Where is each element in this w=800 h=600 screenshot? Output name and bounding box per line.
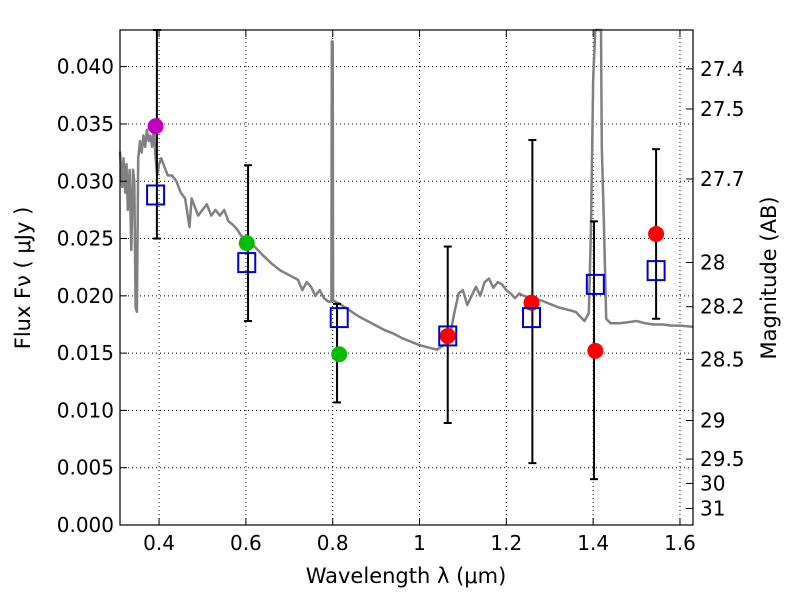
y-tick-label: 0.035: [57, 112, 114, 136]
model-photometry-point: [146, 184, 166, 206]
data-point: [147, 118, 164, 135]
data-point: [587, 342, 604, 359]
y2-tick-label: 28: [700, 251, 725, 275]
x-tick-label: 1.6: [664, 531, 696, 555]
y2-tick-label: 27.5: [700, 97, 745, 121]
model-photometry-point: [522, 307, 542, 329]
y2-tick-label: 28.5: [700, 347, 745, 371]
y2-tick-label: 30: [700, 471, 725, 495]
x-tick-label: 1.4: [577, 531, 609, 555]
y2-tick-label: 31: [700, 496, 725, 520]
y2-axis-title: Magnitude (AB): [757, 196, 781, 359]
x-tick-label: 1.2: [490, 531, 522, 555]
y-tick-label: 0.030: [57, 169, 114, 193]
errorbars-layer: [152, 29, 661, 481]
model-spectrum-line: [118, 28, 694, 351]
data-point: [238, 235, 255, 252]
y-tick-label: 0.015: [57, 341, 114, 365]
data-point: [331, 346, 348, 363]
data-point: [648, 225, 665, 242]
model-photometry-point: [438, 325, 458, 347]
y-tick-label: 0.010: [57, 398, 114, 422]
x-axis-title: Wavelength λ (μm): [306, 564, 507, 588]
y2-tick-label: 27.4: [700, 57, 745, 81]
model-photometry-point: [237, 252, 257, 274]
y-tick-label: 0.005: [57, 456, 114, 480]
y-tick-label: 0.000: [57, 513, 114, 537]
x-tick-label: 0.4: [143, 531, 175, 555]
y-tick-label: 0.025: [57, 227, 114, 251]
model-photometry-point: [646, 260, 666, 282]
x-tick-label: 0.8: [317, 531, 349, 555]
y2-tick-label: 28.2: [700, 295, 745, 319]
grid: [120, 30, 693, 526]
data-point: [439, 327, 456, 344]
x-tick-label: 1: [413, 531, 426, 555]
y-tick-label: 0.040: [57, 55, 114, 79]
model-spectrum-layer: [118, 28, 694, 351]
y2-tick-label: 27.7: [700, 167, 745, 191]
model-photometry-point: [329, 307, 349, 329]
y-axis-title: Flux Fν ( μJy ): [11, 207, 35, 350]
ticks-layer: 0.4 0.6 0.8 1 1.2 1.4 1.6 0.000 0.005 0.010 0.015 0…: [57, 30, 745, 555]
plot-frame: [119, 29, 694, 526]
y2-tick-label: 29.5: [700, 447, 745, 471]
model-photometry-point: [585, 273, 605, 295]
y-tick-label: 0.020: [57, 284, 114, 308]
data-point: [523, 294, 540, 311]
x-tick-label: 0.6: [230, 531, 262, 555]
markers-layer: [146, 118, 666, 363]
y2-tick-label: 29: [700, 408, 725, 432]
